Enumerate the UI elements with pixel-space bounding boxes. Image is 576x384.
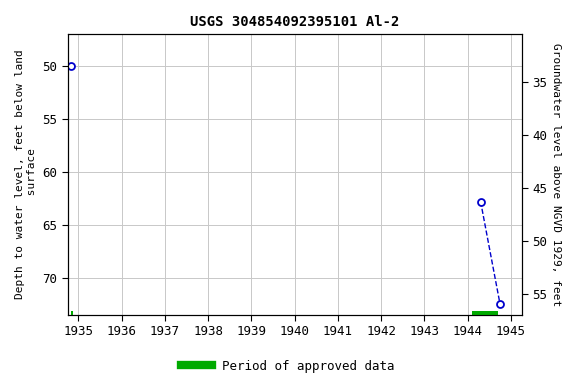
Bar (71, 311, 73, 319)
Y-axis label: Depth to water level, feet below land
 surface: Depth to water level, feet below land su… (15, 50, 37, 300)
Bar (472, 311, 498, 319)
Title: USGS 304854092395101 Al-2: USGS 304854092395101 Al-2 (190, 15, 399, 29)
Legend: Period of approved data: Period of approved data (176, 355, 400, 378)
Y-axis label: Groundwater level above NGVD 1929, feet: Groundwater level above NGVD 1929, feet (551, 43, 561, 306)
